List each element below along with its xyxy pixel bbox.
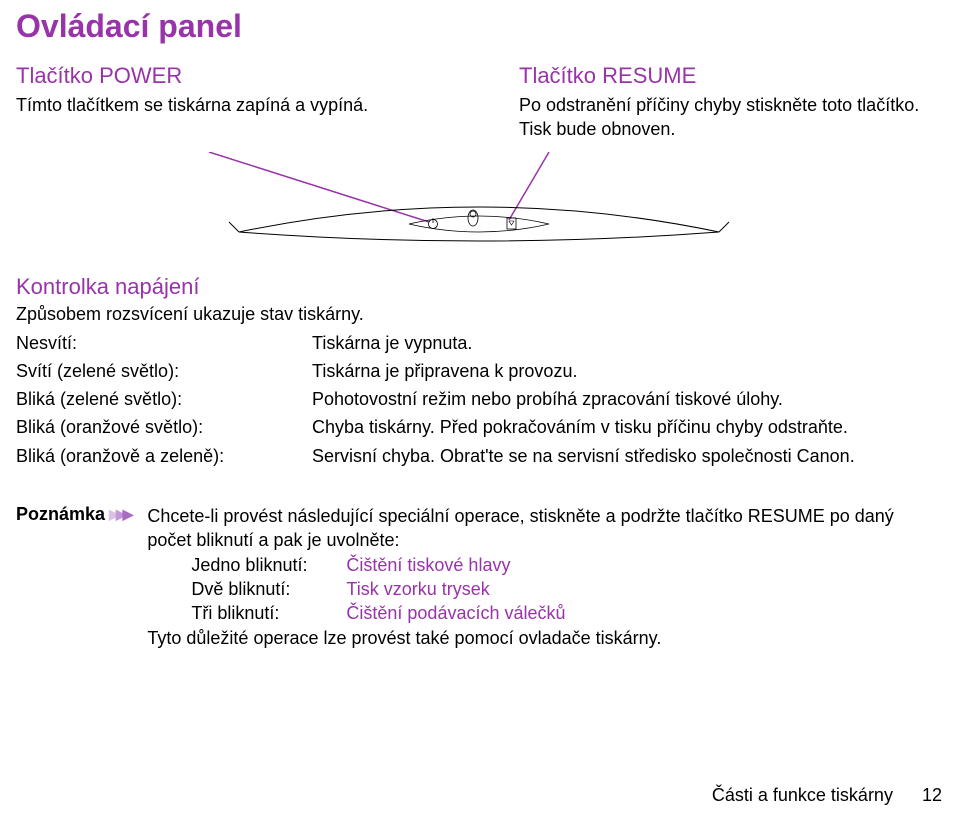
note-block: Poznámka ▶▶▶ Chcete-li provést následují… xyxy=(16,504,942,650)
status-row-value: Chyba tiskárny. Před pokračováním v tisk… xyxy=(312,415,942,439)
status-row-value: Servisní chyba. Obrat'te se na servisní … xyxy=(312,444,942,468)
status-row-value: Pohotovostní režim nebo probíhá zpracová… xyxy=(312,387,942,411)
status-row-label: Bliká (oranžově a zeleně): xyxy=(16,444,256,468)
callout-power: Tlačítko POWER Tímto tlačítkem se tiskár… xyxy=(16,63,439,142)
note-blink-row: Dvě bliknutí: Tisk vzorku trysek xyxy=(147,577,942,601)
status-table: Nesvítí: Tiskárna je vypnuta. Svítí (zel… xyxy=(16,331,942,468)
callout-resume-desc: Po odstranění příčiny chyby stiskněte to… xyxy=(519,93,942,142)
note-line1: Chcete-li provést následující speciální … xyxy=(147,504,942,553)
note-blink-action: Čištění podávacích válečků xyxy=(346,601,565,625)
control-panel-diagram xyxy=(16,152,942,252)
note-blink-row: Tři bliknutí: Čištění podávacích válečků xyxy=(147,601,942,625)
status-row-label: Bliká (zelené světlo): xyxy=(16,387,256,411)
callout-resume-heading: Tlačítko RESUME xyxy=(519,63,942,89)
footer-text: Části a funkce tiskárny xyxy=(712,785,893,805)
note-blink-row: Jedno bliknutí: Čištění tiskové hlavy xyxy=(147,553,942,577)
page-title: Ovládací panel xyxy=(16,8,942,45)
status-heading: Kontrolka napájení xyxy=(16,274,942,300)
note-label: Poznámka ▶▶▶ xyxy=(16,504,129,525)
footer-page: 12 xyxy=(922,785,942,805)
note-label-text: Poznámka xyxy=(16,504,105,525)
note-tail: Tyto důležité operace lze provést také p… xyxy=(147,626,942,650)
note-blink-label: Jedno bliknutí: xyxy=(191,553,346,577)
note-blink-action: Čištění tiskové hlavy xyxy=(346,553,510,577)
note-blink-label: Tři bliknutí: xyxy=(191,601,346,625)
callout-power-heading: Tlačítko POWER xyxy=(16,63,439,89)
status-row-label: Bliká (oranžové světlo): xyxy=(16,415,256,439)
status-row-value: Tiskárna je připravena k provozu. xyxy=(312,359,942,383)
callout-resume: Tlačítko RESUME Po odstranění příčiny ch… xyxy=(519,63,942,142)
status-row-value: Tiskárna je vypnuta. xyxy=(312,331,942,355)
note-body: Chcete-li provést následující speciální … xyxy=(147,504,942,650)
footer: Části a funkce tiskárny 12 xyxy=(712,785,942,806)
status-row-label: Nesvítí: xyxy=(16,331,256,355)
callouts-row: Tlačítko POWER Tímto tlačítkem se tiskár… xyxy=(16,63,942,142)
note-blink-action: Tisk vzorku trysek xyxy=(346,577,489,601)
note-blink-label: Dvě bliknutí: xyxy=(191,577,346,601)
status-row-label: Svítí (zelené světlo): xyxy=(16,359,256,383)
callout-power-desc: Tímto tlačítkem se tiskárna zapíná a vyp… xyxy=(16,93,439,117)
status-sub: Způsobem rozsvícení ukazuje stav tiskárn… xyxy=(16,304,942,325)
arrow-icon: ▶▶▶ xyxy=(109,506,129,523)
